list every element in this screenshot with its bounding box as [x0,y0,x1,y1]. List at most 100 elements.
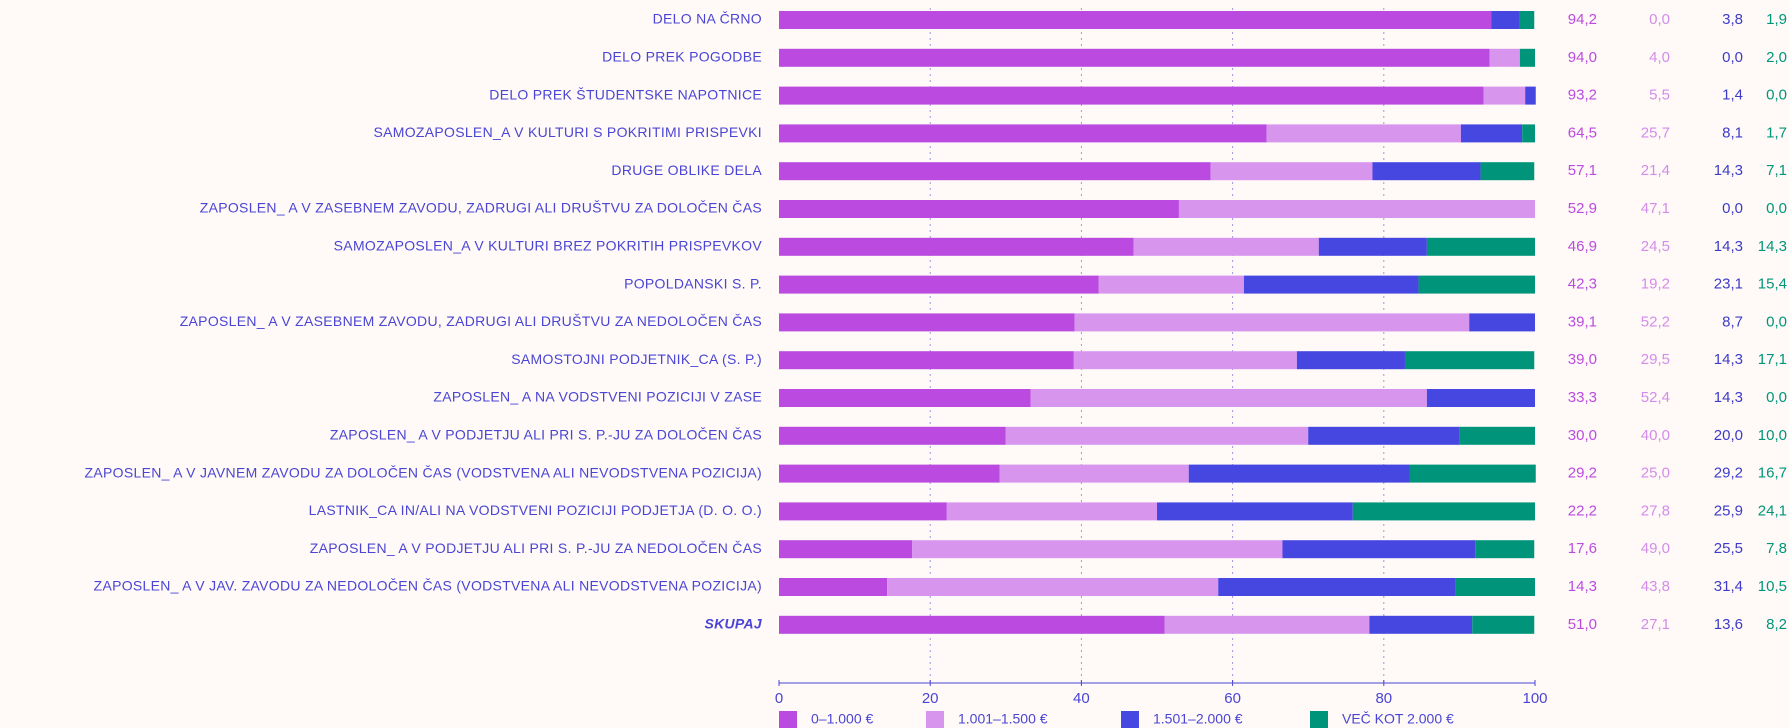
value-label: 20,0 [1714,427,1743,444]
x-tick-label: 100 [1522,690,1547,707]
bar-segment [779,389,1031,407]
bar-segment [779,48,1490,67]
bar-segment [1480,162,1535,181]
bar-segment [1489,48,1520,67]
value-label: 4,0 [1649,49,1670,66]
legend-label: 1.501–2.000 € [1153,711,1243,727]
value-label: 40,0 [1641,427,1670,444]
value-label: 0,0 [1649,11,1670,28]
bar-segment [779,615,1165,634]
bar-segment [1469,313,1535,332]
bar-segment [1178,200,1535,218]
value-label: 23,1 [1714,276,1743,293]
value-label: 33,3 [1568,389,1597,406]
value-label: 8,7 [1722,313,1743,330]
bar-segment [779,351,1074,370]
category-label: ZAPOSLEN_ A V JAVNEM ZAVODU ZA DOLOČEN Č… [85,464,762,480]
bar-segment [1308,426,1460,445]
bar-segment [1519,48,1535,67]
bar-segment [1352,502,1535,521]
value-label: 0,0 [1766,389,1787,406]
value-label: 93,2 [1568,87,1597,104]
value-label: 5,5 [1649,87,1670,104]
bar-segment [1372,162,1481,181]
value-label: 64,5 [1568,124,1597,141]
category-label: ZAPOSLEN_ A V PODJETJU ALI PRI S. P.-JU … [330,427,762,443]
value-label: 1,7 [1766,124,1787,141]
value-label: 10,0 [1758,427,1787,444]
bar-segment [887,578,1219,596]
bar-segment [1266,124,1461,143]
value-label: 13,6 [1714,616,1743,633]
category-label: POPOLDANSKI S. P. [624,275,762,291]
bar-segment [1455,578,1535,596]
value-label: 24,5 [1641,238,1670,255]
value-label: 25,9 [1714,502,1743,519]
x-tick-label: 80 [1375,690,1392,707]
value-label: 52,2 [1641,313,1670,330]
bar-segment [1210,162,1373,181]
value-label: 39,0 [1568,351,1597,368]
value-label: 7,8 [1766,540,1787,557]
x-tick-label: 60 [1224,690,1241,707]
x-tick-label: 20 [922,690,939,707]
value-label: 10,5 [1758,578,1787,595]
value-label: 1,4 [1722,87,1743,104]
value-label: 25,7 [1641,124,1670,141]
value-label: 24,1 [1758,502,1787,519]
x-tick-label: 0 [775,690,783,707]
bar-segment [779,162,1211,181]
bar-segment [779,124,1267,143]
bar-segment [1164,615,1370,634]
bar-segment [1519,11,1535,29]
value-label: 25,0 [1641,465,1670,482]
bar-segment [1404,351,1535,370]
bar-segment [1483,86,1526,105]
value-label: 30,0 [1568,427,1597,444]
value-label: 14,3 [1568,578,1597,595]
value-label: 3,8 [1722,11,1743,28]
value-label: 47,1 [1641,200,1670,217]
bar-segment [779,578,888,596]
value-label: 14,3 [1714,389,1743,406]
bar-segment [1426,237,1535,256]
bar-segment [779,11,1492,29]
legend-swatch [1310,711,1328,728]
legend-swatch [1121,711,1139,728]
value-label: 2,0 [1766,49,1787,66]
bar-segment [946,502,1157,521]
category-label: SAMOZAPOSLEN_A V KULTURI BREZ POKRITIH P… [334,238,763,254]
value-label: 8,1 [1722,124,1743,141]
category-label: DRUGE OBLIKE DELA [611,162,762,178]
value-label: 42,3 [1568,276,1597,293]
bar-segment [1074,313,1470,332]
bar-segment [1459,426,1535,445]
value-label: 46,9 [1568,238,1597,255]
value-label: 0,0 [1766,313,1787,330]
bar-segment [1426,389,1535,407]
value-label: 8,2 [1766,616,1787,633]
bar-segment [1409,464,1536,483]
bar-segment [1005,426,1309,445]
value-label: 7,1 [1766,162,1787,179]
bar-segment [912,540,1283,559]
value-label: 94,2 [1568,11,1597,28]
value-label: 22,2 [1568,502,1597,519]
value-label: 27,1 [1641,616,1670,633]
value-label: 29,2 [1714,465,1743,482]
value-label: 0,0 [1766,87,1787,104]
value-label: 1,9 [1766,11,1787,28]
bar-segment [1318,237,1427,256]
value-label: 94,0 [1568,49,1597,66]
value-label: 52,4 [1641,389,1670,406]
category-label: ZAPOSLEN_ A V PODJETJU ALI PRI S. P.-JU … [310,540,762,556]
value-label: 14,3 [1714,162,1743,179]
value-label: 0,0 [1722,200,1743,217]
value-label: 39,1 [1568,313,1597,330]
total-label: SKUPAJ [704,616,762,632]
value-label: 14,3 [1758,238,1787,255]
value-label: 49,0 [1641,540,1670,557]
value-label: 17,1 [1758,351,1787,368]
